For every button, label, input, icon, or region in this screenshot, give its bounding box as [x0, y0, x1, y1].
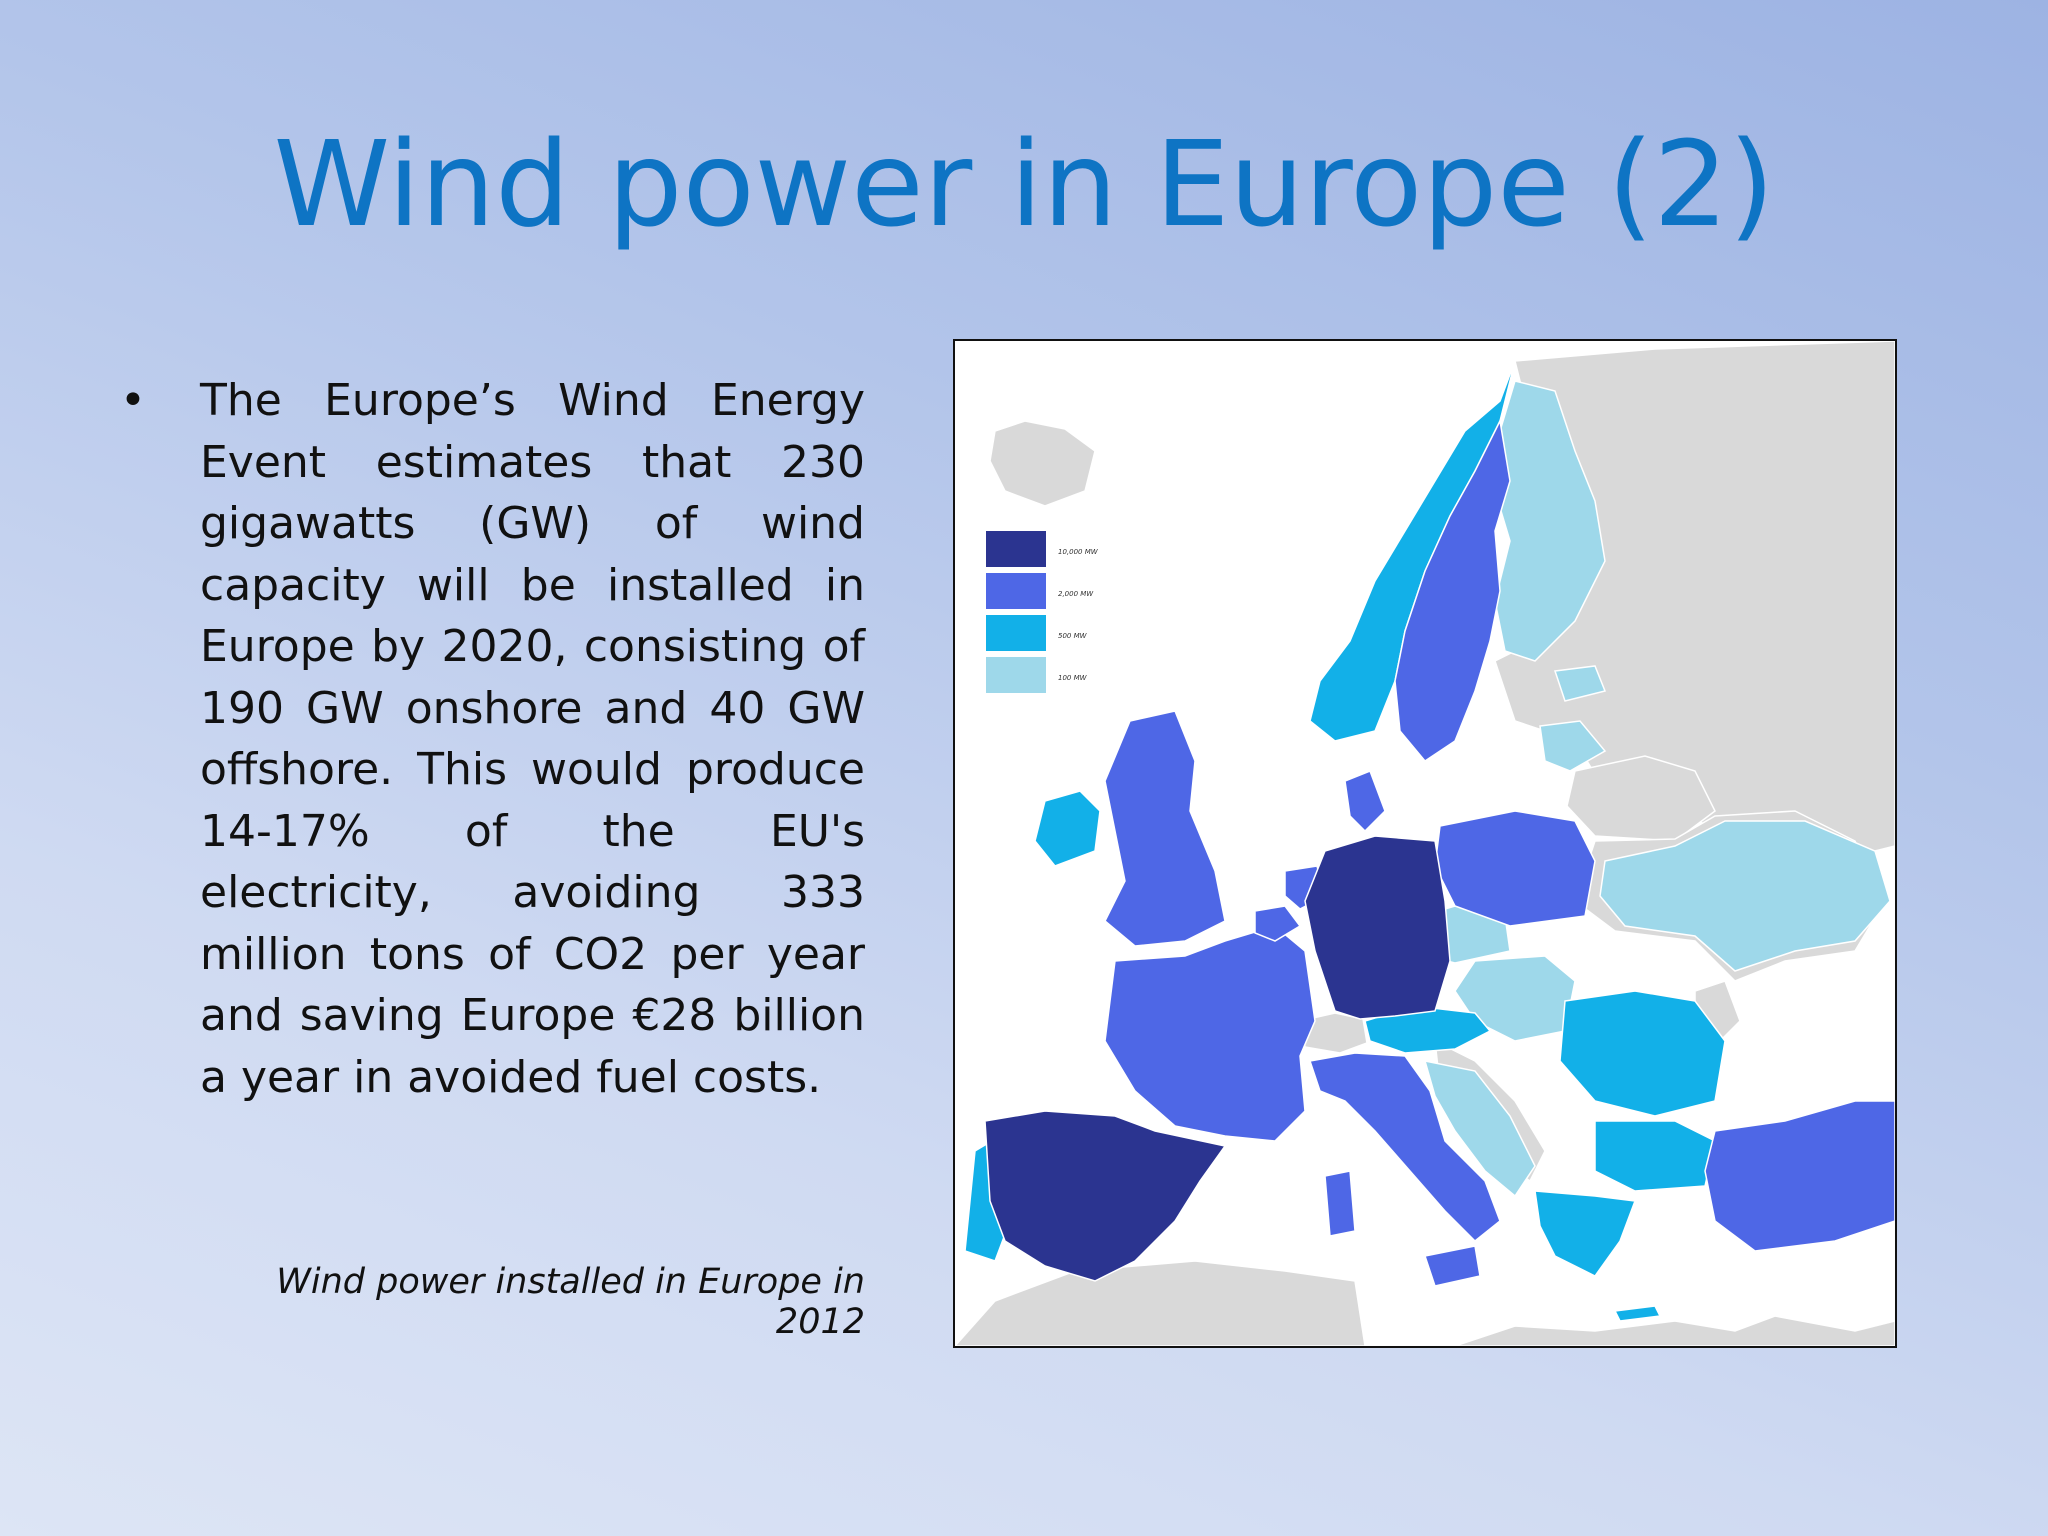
italy-region	[1309, 1052, 1501, 1243]
iceland-region	[989, 420, 1096, 507]
switzerland-region	[1299, 1012, 1368, 1054]
germany-region	[1304, 835, 1451, 1020]
map-legend: 10,000 MW 2,000 MW 500 MW 100 MW	[986, 531, 1099, 693]
map-caption: Wind power installed in Europe in 2012	[276, 1262, 865, 1342]
slide-title: Wind power in Europe (2)	[273, 115, 1775, 253]
legend-label-2000: 2,000 MW	[1058, 590, 1094, 598]
bulgaria-region	[1594, 1120, 1716, 1192]
legend-label-500: 500 MW	[1058, 632, 1088, 640]
bullet-item: • The Europe’s Wind Energy Event estimat…	[120, 370, 865, 1108]
legend-swatch-100	[986, 657, 1046, 693]
north-africa-east-region	[1454, 1315, 1895, 1346]
balkans-light-region	[1423, 1060, 1536, 1198]
legend-swatch-500	[986, 615, 1046, 651]
ukraine-light-region	[1599, 820, 1891, 972]
belarus-region	[1566, 755, 1716, 842]
spain-region	[984, 1110, 1227, 1282]
sicily-region	[1424, 1245, 1481, 1287]
ireland-region	[1034, 790, 1101, 867]
north-africa-region	[955, 1260, 1366, 1346]
greece-region	[1534, 1190, 1637, 1277]
denmark-region	[1344, 770, 1386, 833]
slovakia-hungary-region	[1454, 955, 1576, 1042]
belgium-region	[1254, 905, 1302, 942]
legend-swatch-10000	[986, 531, 1046, 567]
latvia-lithuania-region	[1539, 720, 1607, 772]
legend-label-10000: 10,000 MW	[1058, 548, 1099, 556]
europe-map-svg: 10,000 MW 2,000 MW 500 MW 100 MW	[955, 341, 1895, 1346]
estonia-region	[1553, 665, 1607, 702]
bullet-point-icon: •	[120, 375, 146, 426]
bullet-text: The Europe’s Wind Energy Event estimates…	[200, 375, 865, 1103]
legend-label-100: 100 MW	[1058, 674, 1088, 682]
france-region	[1104, 925, 1316, 1142]
crete-region	[1613, 1305, 1662, 1322]
sardinia-region	[1324, 1170, 1356, 1237]
uk-region	[1104, 710, 1226, 947]
legend-swatch-2000	[986, 573, 1046, 609]
bullet-list: • The Europe’s Wind Energy Event estimat…	[120, 370, 865, 1108]
turkey-region	[1704, 1100, 1895, 1252]
europe-wind-map: 10,000 MW 2,000 MW 500 MW 100 MW	[953, 339, 1897, 1348]
romania-region	[1559, 990, 1726, 1117]
sweden-region	[1394, 418, 1511, 762]
